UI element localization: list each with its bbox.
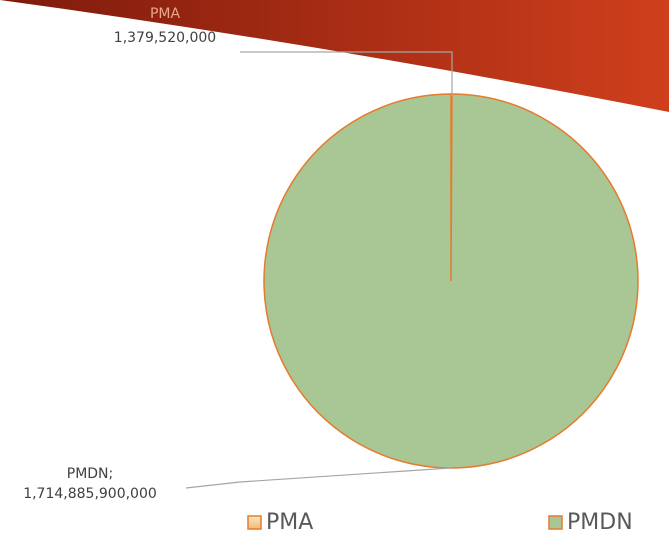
label-value: 1,714,885,900,000 [23, 486, 157, 502]
label-name: PMA [149, 6, 181, 22]
leader-line [185, 467, 452, 489]
data-label: PMDN; 1,714,885,900,000 [14, 464, 166, 504]
leader-line [240, 51, 453, 96]
legend-swatch [548, 515, 563, 530]
pie [263, 93, 639, 469]
legend-label: PMA [266, 510, 313, 535]
decor-band [0, 0, 669, 112]
leaders [185, 51, 453, 489]
label-name: PMDN; [66, 466, 114, 482]
pie-slice [263, 93, 639, 469]
legend-label: PMDN [567, 510, 633, 535]
data-label: PMA 1,379,520,000 [100, 4, 230, 48]
legend-swatch [247, 515, 262, 530]
legend: PMA PMDN [247, 510, 633, 535]
label-value: 1,379,520,000 [113, 30, 217, 46]
